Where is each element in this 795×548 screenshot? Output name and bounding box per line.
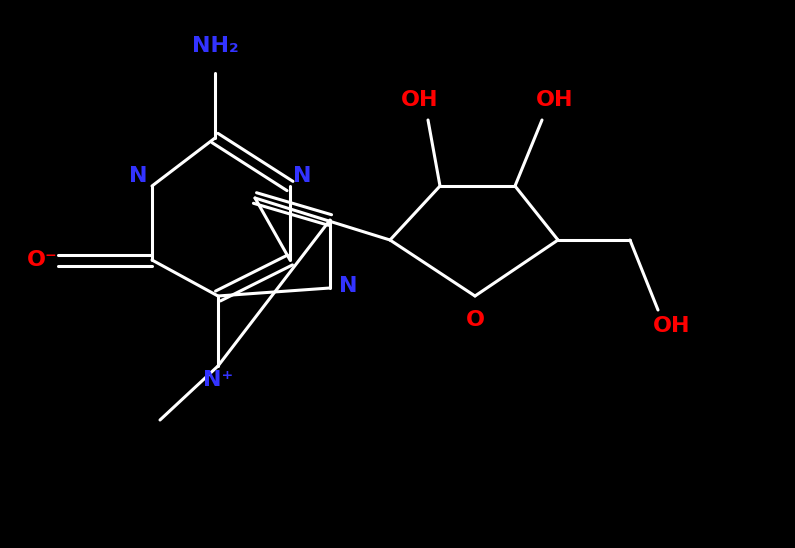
Text: O⁻: O⁻ [26,250,57,270]
Text: O: O [466,310,484,330]
Text: N: N [293,166,312,186]
Text: OH: OH [537,90,574,110]
Text: OH: OH [653,316,691,336]
Text: OH: OH [401,90,439,110]
Text: N: N [129,166,147,186]
Text: N: N [339,276,357,296]
Text: N⁺: N⁺ [203,370,233,390]
Text: NH₂: NH₂ [192,36,238,56]
